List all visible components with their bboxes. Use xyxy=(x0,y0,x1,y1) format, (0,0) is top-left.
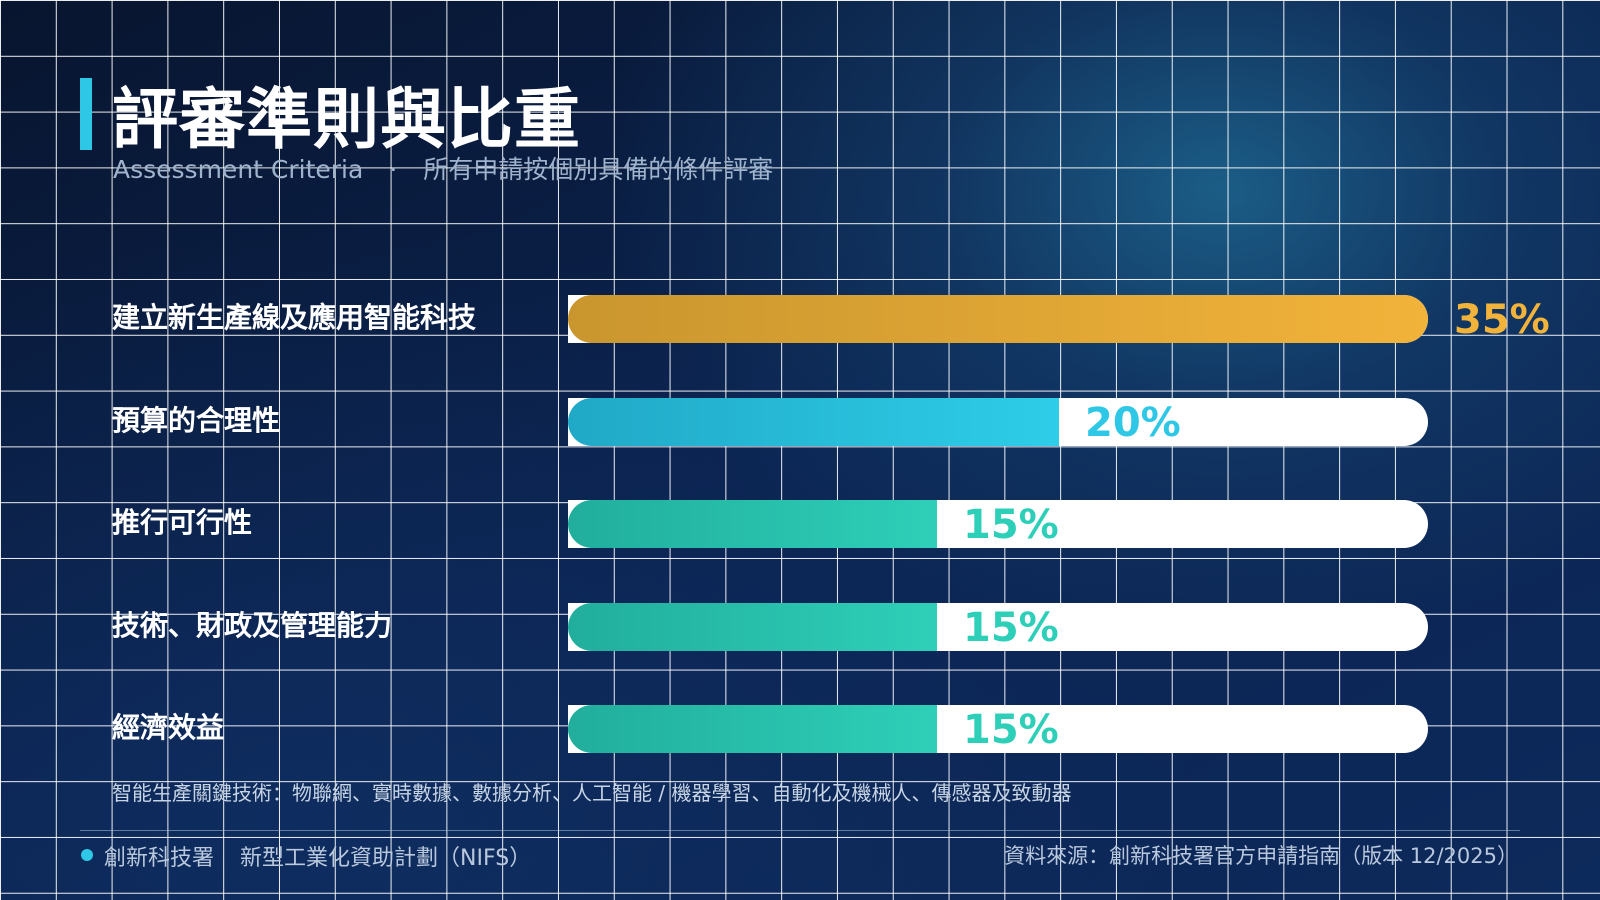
footer-dot-icon xyxy=(81,849,93,861)
bar-track xyxy=(568,295,1428,343)
footer-program-name: 新型工業化資助計劃（NIFS） xyxy=(240,846,532,871)
value-label: 15% xyxy=(963,707,1059,753)
category-label: 技術、財政及管理能力 xyxy=(112,609,393,642)
value-label: 35% xyxy=(1454,297,1550,343)
footer-source: 資料來源：創新科技署官方申請指南（版本 12/2025） xyxy=(1004,844,1518,868)
footer-org-name: 創新科技署 xyxy=(104,846,215,871)
category-label: 預算的合理性 xyxy=(112,404,281,437)
bar xyxy=(568,603,937,651)
value-label: 15% xyxy=(963,502,1059,548)
bar xyxy=(568,705,937,753)
footer-organization: 創新科技署 新型工業化資助計劃（NIFS） xyxy=(104,840,531,872)
value-label: 15% xyxy=(963,605,1059,651)
category-label: 建立新生產線及應用智能科技 xyxy=(112,301,477,334)
footer-divider xyxy=(80,830,1520,831)
footnote-key-technologies: 智能生產關鍵技術：物聯網、實時數據、數據分析、人工智能 / 機器學習、自動化及機… xyxy=(112,781,1072,805)
bar xyxy=(568,500,937,548)
bar-track xyxy=(568,398,1428,446)
category-label: 經濟效益 xyxy=(112,711,225,744)
bar xyxy=(568,398,1059,446)
value-label: 20% xyxy=(1085,400,1181,446)
category-label: 推行可行性 xyxy=(112,506,253,539)
bar xyxy=(568,295,1428,343)
